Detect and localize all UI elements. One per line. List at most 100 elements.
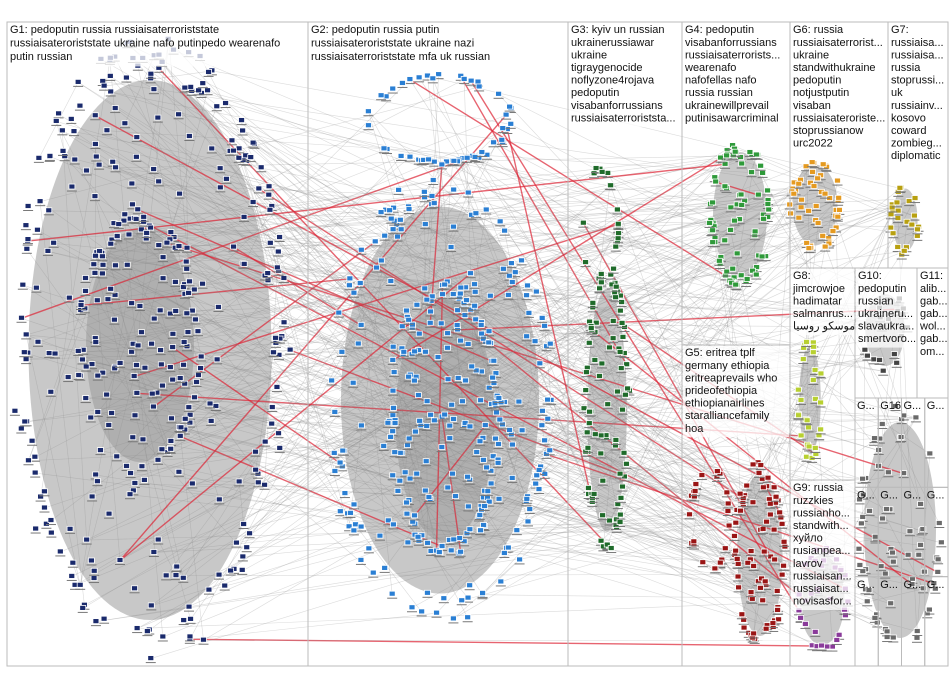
edge	[270, 196, 433, 244]
node	[438, 161, 446, 168]
edge	[115, 265, 529, 523]
node	[388, 590, 396, 597]
group-label: ruzzkies	[793, 495, 834, 507]
node	[128, 180, 136, 187]
node	[328, 377, 336, 384]
edge	[74, 194, 759, 586]
node	[88, 493, 96, 500]
edge	[84, 253, 738, 606]
edge	[331, 380, 390, 422]
node	[397, 226, 405, 233]
node	[587, 325, 595, 332]
node	[614, 388, 621, 395]
node	[25, 457, 32, 464]
edge	[592, 303, 618, 393]
node	[737, 191, 745, 198]
node	[453, 322, 461, 328]
edge	[132, 58, 744, 499]
edge	[516, 445, 616, 531]
node	[737, 272, 745, 279]
edge	[110, 289, 468, 535]
edge	[359, 283, 393, 595]
node	[427, 411, 435, 418]
group-label: G...	[927, 579, 945, 591]
node	[180, 617, 188, 623]
node	[99, 253, 106, 260]
node	[456, 535, 463, 541]
node	[458, 597, 466, 604]
edge	[252, 202, 484, 526]
node	[803, 339, 810, 345]
group-label: nafofellas nafo	[685, 75, 757, 87]
edge	[751, 155, 899, 219]
node	[829, 228, 837, 234]
node	[173, 563, 181, 570]
edge	[211, 148, 419, 351]
node	[732, 547, 740, 554]
group-label: alib...	[920, 283, 946, 295]
label-backdrop	[889, 23, 947, 165]
node	[585, 420, 593, 427]
node	[471, 281, 478, 288]
edge	[161, 329, 592, 451]
edge	[82, 359, 729, 505]
edge	[171, 418, 409, 544]
node	[176, 190, 183, 197]
node	[11, 407, 19, 414]
node	[877, 563, 885, 570]
node	[507, 120, 515, 127]
node	[859, 491, 867, 498]
node	[805, 424, 812, 431]
node	[213, 356, 221, 363]
edge	[56, 121, 616, 284]
group-label: germany ethiopia	[685, 360, 770, 372]
edge	[409, 79, 623, 411]
node	[181, 415, 189, 422]
group-label: russian	[858, 295, 893, 307]
edge	[26, 334, 195, 399]
node	[421, 285, 429, 292]
edge	[862, 350, 866, 518]
node	[81, 305, 89, 312]
edge	[424, 192, 428, 544]
edge	[94, 473, 259, 572]
node	[619, 483, 626, 490]
node	[723, 489, 731, 496]
node	[389, 356, 397, 363]
edge	[489, 186, 815, 503]
node	[437, 320, 445, 327]
node	[485, 498, 493, 505]
node	[622, 391, 629, 398]
edge	[413, 425, 486, 517]
node	[721, 160, 729, 167]
edge	[418, 77, 696, 492]
node	[166, 364, 174, 371]
node	[430, 417, 438, 424]
edge	[503, 269, 600, 289]
node	[579, 219, 587, 226]
node	[186, 633, 194, 640]
node	[731, 533, 738, 539]
node	[447, 244, 455, 250]
node	[464, 341, 472, 347]
node	[624, 385, 631, 392]
group-label: G3: kyiv un russian	[571, 24, 665, 36]
node	[690, 493, 698, 500]
node	[871, 614, 879, 621]
node	[444, 484, 452, 491]
edge	[275, 343, 545, 475]
node	[95, 161, 103, 168]
node	[92, 339, 100, 345]
node	[133, 134, 141, 141]
edge	[236, 478, 513, 544]
node	[99, 261, 107, 268]
node	[811, 628, 819, 635]
edge-mass	[864, 422, 936, 638]
node	[524, 282, 531, 289]
node	[365, 108, 372, 115]
node	[357, 321, 365, 328]
edge	[225, 103, 388, 150]
node	[615, 230, 622, 237]
node	[757, 584, 764, 591]
node	[426, 319, 434, 326]
